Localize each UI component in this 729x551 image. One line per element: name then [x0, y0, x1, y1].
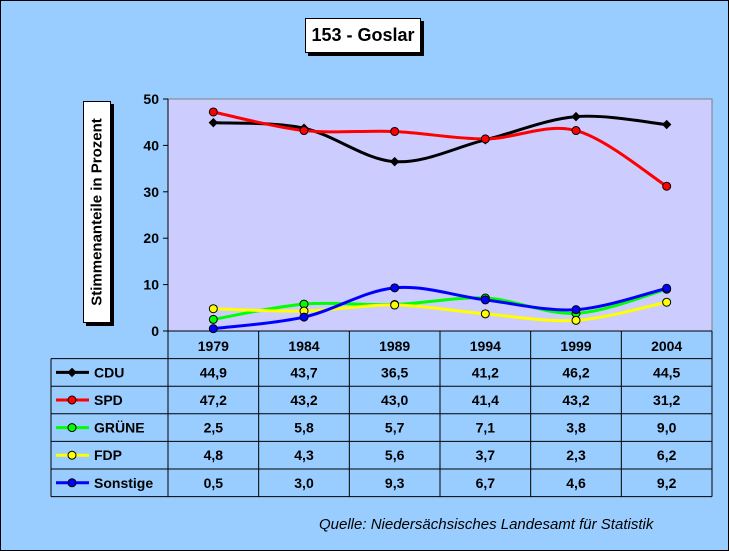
table-value: 9,0 [657, 420, 677, 436]
series-line-spd [211, 110, 669, 188]
series-line-sonstige [211, 285, 669, 331]
chart-title: 153 - Goslar [305, 18, 421, 53]
source-note: Quelle: Niedersächsisches Landesamt für … [319, 516, 654, 533]
data-point-fdp [662, 297, 672, 307]
table-value: 0,5 [204, 475, 224, 491]
y-tick-label: 40 [143, 137, 159, 153]
data-point-fdp [480, 309, 490, 319]
legend-label: CDU [94, 364, 124, 380]
legend-key-marker [67, 423, 77, 433]
data-point-fdp [571, 315, 581, 325]
table-value: 44,9 [200, 364, 227, 380]
table-value: 3,7 [476, 447, 496, 463]
legend-label: SPD [94, 392, 123, 408]
legend-key-marker [67, 367, 77, 378]
table-value: 43,2 [290, 392, 317, 408]
table-value: 43,2 [562, 392, 589, 408]
y-axis-label-box: Stimmenanteile in Prozent [83, 101, 111, 323]
legend-label: Sonstige [94, 475, 153, 491]
legend-key-marker [67, 450, 77, 460]
data-point-sonstige [299, 312, 309, 322]
table-value: 5,8 [294, 420, 314, 436]
table-value: 5,7 [385, 420, 405, 436]
x-tick-label: 1984 [288, 338, 319, 354]
data-point-fdp [208, 304, 218, 314]
table-value: 6,2 [657, 447, 677, 463]
data-point-sonstige [571, 305, 581, 315]
table-value: 47,2 [200, 392, 227, 408]
table-value: 36,5 [381, 364, 408, 380]
data-point-spd [571, 126, 581, 136]
table-value: 43,0 [381, 392, 408, 408]
table-value: 41,2 [472, 364, 499, 380]
table-value: 4,6 [566, 475, 586, 491]
table-value: 2,5 [204, 420, 224, 436]
table-value: 4,3 [294, 447, 314, 463]
data-point-cdu [389, 156, 400, 167]
table-value: 3,0 [294, 475, 314, 491]
data-point-sonstige [390, 283, 400, 293]
legend-label: FDP [94, 447, 122, 463]
series-line-grüne [211, 287, 669, 321]
data-point-sonstige [480, 295, 490, 305]
table-value: 9,2 [657, 475, 677, 491]
table-value: 2,3 [566, 447, 586, 463]
table-value: 46,2 [562, 364, 589, 380]
x-tick-label: 1979 [198, 338, 229, 354]
table-value: 7,1 [476, 420, 496, 436]
table-value: 6,7 [476, 475, 496, 491]
table-value: 44,5 [653, 364, 680, 380]
y-tick-label: 50 [143, 91, 159, 107]
table-value: 31,2 [653, 392, 680, 408]
legend-key-marker [67, 478, 77, 488]
data-point-fdp [390, 300, 400, 310]
data-point-cdu [661, 119, 672, 130]
table-value: 43,7 [290, 364, 317, 380]
table-value: 3,8 [566, 420, 586, 436]
y-tick-label: 10 [143, 277, 159, 293]
data-point-sonstige [662, 283, 672, 293]
table-value: 5,6 [385, 447, 405, 463]
plot-area [167, 98, 713, 332]
x-tick-label: 2004 [651, 338, 682, 354]
legend-label: GRÜNE [94, 420, 145, 436]
table-value: 41,4 [472, 392, 499, 408]
x-tick-label: 1989 [379, 338, 410, 354]
y-tick-label: 0 [151, 323, 159, 339]
x-tick-label: 1994 [470, 338, 501, 354]
series-line-cdu [211, 114, 669, 164]
legend-key-marker [67, 395, 77, 405]
y-tick-label: 30 [143, 184, 159, 200]
data-point-spd [390, 126, 400, 136]
table-value: 9,3 [385, 475, 405, 491]
data-point-spd [480, 134, 490, 144]
table-value: 4,8 [204, 447, 224, 463]
x-tick-label: 1999 [560, 338, 591, 354]
series-line-fdp [211, 300, 669, 323]
data-point-cdu [208, 117, 219, 128]
data-point-cdu [571, 111, 581, 122]
data-point-spd [662, 181, 672, 191]
data-point-spd [299, 126, 309, 136]
y-tick-label: 20 [143, 230, 159, 246]
data-point-spd [208, 107, 218, 117]
data-point-sonstige [208, 324, 218, 334]
data-point-grüne [208, 314, 218, 324]
